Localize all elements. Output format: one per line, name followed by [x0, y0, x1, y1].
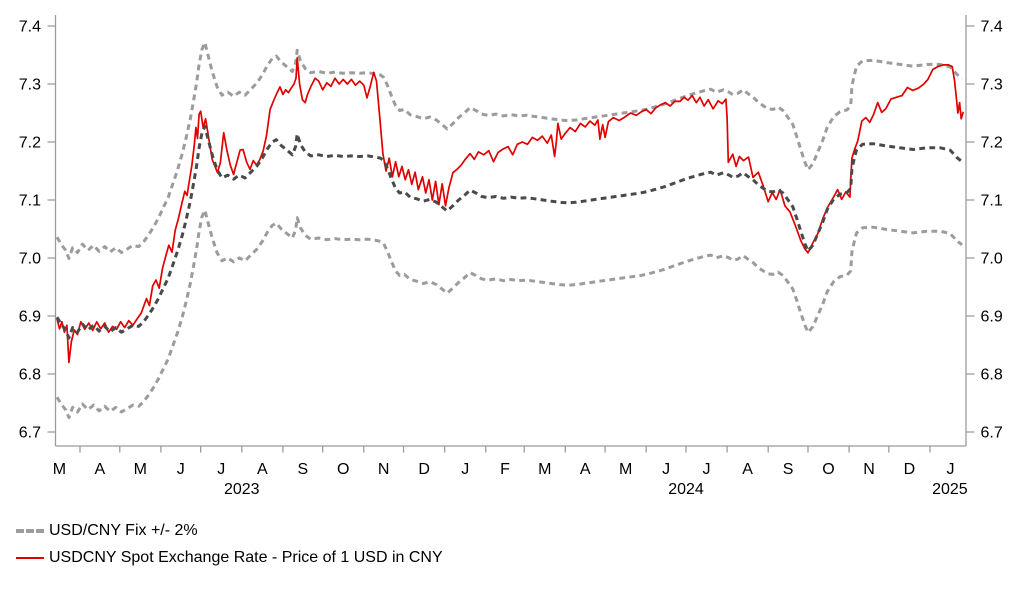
- x-axis-month-label: O: [822, 461, 834, 478]
- y-axis-label-right: 6.7: [981, 425, 1003, 442]
- x-axis-month-label: S: [297, 461, 308, 478]
- y-axis-label-left: 7.1: [19, 193, 41, 210]
- y-axis-label-left: 7.2: [19, 135, 41, 152]
- x-axis-month-label: A: [257, 461, 268, 478]
- x-axis-month-label: J: [217, 461, 225, 478]
- y-axis-label-left: 7.0: [19, 251, 41, 268]
- x-axis-month-label: N: [863, 461, 875, 478]
- y-axis-label-right: 7.0: [981, 251, 1003, 268]
- series-line-fix_lower: [55, 208, 963, 420]
- y-axis-label-right: 6.9: [981, 309, 1003, 326]
- y-axis-label-left: 6.7: [19, 425, 41, 442]
- legend-item-fix-band: USD/CNY Fix +/- 2%: [16, 521, 443, 540]
- x-axis-month-label: J: [177, 461, 185, 478]
- legend-label-fix-band: USD/CNY Fix +/- 2%: [49, 522, 198, 539]
- x-axis-month-label: M: [619, 461, 632, 478]
- x-axis-month-label: F: [500, 461, 510, 478]
- series-line-fix_upper: [55, 41, 963, 260]
- y-axis-label-left: 7.3: [19, 77, 41, 94]
- x-axis-month-label: A: [742, 461, 753, 478]
- x-axis-month-label: J: [461, 461, 469, 478]
- x-axis-month-label: O: [337, 461, 349, 478]
- y-axis-label-right: 7.4: [981, 19, 1003, 36]
- x-axis-year-label: 2023: [224, 481, 260, 498]
- y-axis-label-left: 6.9: [19, 309, 41, 326]
- legend-label-spot: USDCNY Spot Exchange Rate - Price of 1 U…: [49, 549, 443, 566]
- series-line-spot: [56, 57, 965, 364]
- legend-solid-line-swatch: [16, 556, 44, 559]
- x-axis-month-label: M: [53, 461, 66, 478]
- x-axis-month-label: M: [538, 461, 551, 478]
- x-axis-month-label: A: [95, 461, 106, 478]
- y-axis-label-right: 7.1: [981, 193, 1003, 210]
- x-axis-year-label: 2025: [932, 481, 968, 498]
- x-axis-month-label: A: [580, 461, 591, 478]
- axis-frame: [54, 15, 967, 447]
- legend-dashed-line-swatch: [16, 528, 44, 533]
- y-axis-label-right: 7.3: [981, 77, 1003, 94]
- x-axis-month-label: J: [703, 461, 711, 478]
- y-axis-label-right: 6.8: [981, 367, 1003, 384]
- x-axis-month-label: N: [378, 461, 390, 478]
- x-axis-month-label: D: [418, 461, 430, 478]
- chart-legend: USD/CNY Fix +/- 2% USDCNY Spot Exchange …: [16, 521, 443, 567]
- x-axis-month-label: D: [904, 461, 916, 478]
- y-axis-label-left: 6.8: [19, 367, 41, 384]
- x-axis-month-label: J: [947, 461, 955, 478]
- y-axis-label-right: 7.2: [981, 135, 1003, 152]
- x-axis-year-label: 2024: [668, 481, 704, 498]
- y-axis-label-left: 7.4: [19, 19, 41, 36]
- x-axis-month-label: J: [662, 461, 670, 478]
- x-axis-month-label: M: [134, 461, 147, 478]
- legend-item-spot: USDCNY Spot Exchange Rate - Price of 1 U…: [16, 548, 443, 567]
- x-axis-month-label: S: [783, 461, 794, 478]
